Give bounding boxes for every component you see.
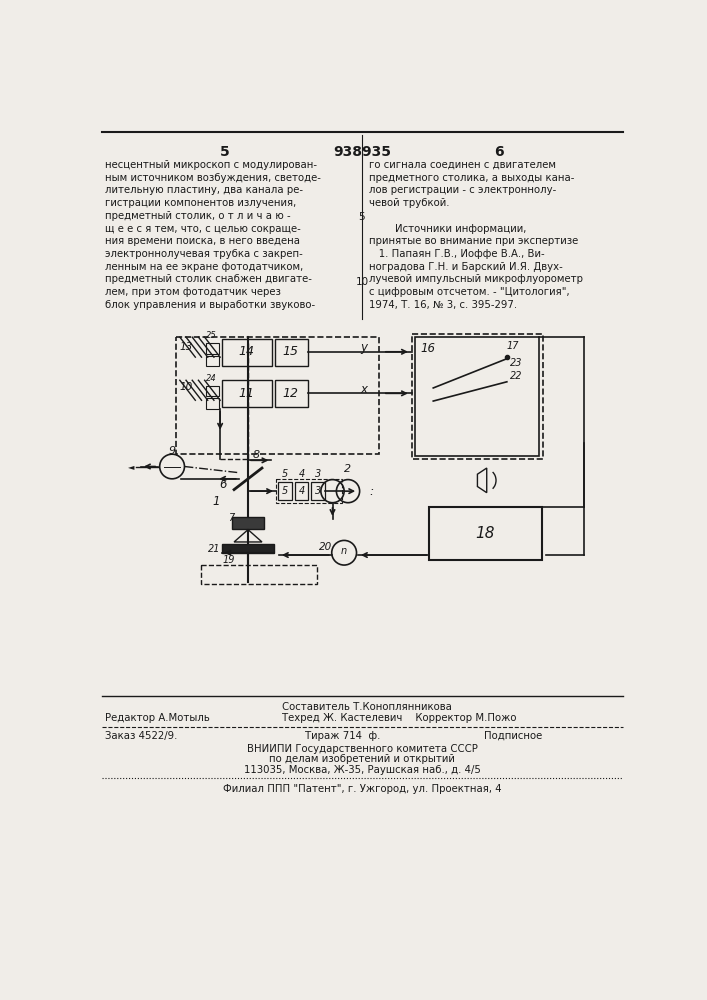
Text: 12: 12 — [283, 387, 298, 400]
Text: Подписное: Подписное — [484, 731, 542, 741]
Text: 19: 19 — [223, 555, 235, 565]
Text: электроннолучевая трубка с закреп-: электроннолучевая трубка с закреп- — [105, 249, 303, 259]
Bar — [206, 386, 218, 396]
Text: 9: 9 — [168, 446, 175, 456]
Text: Редактор А.Мотыль: Редактор А.Мотыль — [105, 713, 210, 723]
Text: ния времени поиска, в него введена: ния времени поиска, в него введена — [105, 236, 300, 246]
Text: 22: 22 — [510, 371, 522, 381]
Text: 6: 6 — [494, 145, 504, 159]
Text: 5: 5 — [282, 486, 288, 496]
Bar — [222, 380, 272, 407]
Bar — [275, 380, 308, 407]
Text: 20: 20 — [320, 542, 332, 552]
Bar — [311, 482, 325, 500]
Text: 23: 23 — [510, 358, 522, 368]
Text: 17: 17 — [507, 341, 520, 351]
Text: 8: 8 — [252, 450, 259, 460]
Text: 1: 1 — [213, 495, 220, 508]
Text: лов регистрации - с электроннолу-: лов регистрации - с электроннолу- — [369, 185, 556, 195]
Text: 5: 5 — [282, 469, 288, 479]
Text: 3: 3 — [315, 486, 321, 496]
Text: 113035, Москва, Ж-35, Раушская наб., д. 4/5: 113035, Москва, Ж-35, Раушская наб., д. … — [243, 765, 480, 775]
Bar — [429, 507, 542, 560]
Text: Филиал ППП "Патент", г. Ужгород, ул. Проектная, 4: Филиал ППП "Патент", г. Ужгород, ул. Про… — [223, 784, 501, 794]
Text: лительную пластину, два канала ре-: лительную пластину, два канала ре- — [105, 185, 303, 195]
Bar — [279, 482, 292, 500]
Text: го сигнала соединен с двигателем: го сигнала соединен с двигателем — [369, 160, 556, 170]
Text: 21: 21 — [208, 544, 220, 554]
Text: 14: 14 — [238, 345, 255, 358]
Text: 6: 6 — [219, 478, 226, 491]
Text: 24: 24 — [206, 374, 217, 383]
Text: 16: 16 — [420, 342, 435, 355]
Text: n: n — [341, 546, 347, 556]
Text: предметный столик, о т л и ч а ю -: предметный столик, о т л и ч а ю - — [105, 211, 291, 221]
Text: блок управления и выработки звуково-: блок управления и выработки звуково- — [105, 300, 315, 310]
Text: ленным на ее экране фотодатчиком,: ленным на ее экране фотодатчиком, — [105, 262, 304, 272]
Text: ◄: ◄ — [129, 462, 135, 471]
Bar — [206, 343, 218, 354]
Text: лучевой импульсный микрофлуорометр: лучевой импульсный микрофлуорометр — [369, 274, 583, 284]
Text: с цифровым отсчетом. - "Цитология",: с цифровым отсчетом. - "Цитология", — [369, 287, 570, 297]
Text: по делам изобретений и открытий: по делам изобретений и открытий — [269, 754, 455, 764]
Bar — [232, 517, 264, 529]
Text: щ е е с я тем, что, с целью сокраще-: щ е е с я тем, что, с целью сокраще- — [105, 224, 301, 234]
Text: Составитель Т.Коноплянникова: Составитель Т.Коноплянникова — [282, 702, 452, 712]
Text: y: y — [360, 341, 367, 354]
Text: ным источником возбуждения, светоде-: ным источником возбуждения, светоде- — [105, 173, 321, 183]
Bar — [275, 339, 308, 366]
Text: 2: 2 — [344, 464, 351, 474]
Text: предметный столик снабжен двигате-: предметный столик снабжен двигате- — [105, 274, 312, 284]
Text: ВНИИПИ Государственного комитета СССР: ВНИИПИ Государственного комитета СССР — [247, 744, 477, 754]
Text: 10: 10 — [179, 382, 192, 392]
Text: Тираж 714  ф.: Тираж 714 ф. — [305, 731, 381, 741]
Text: ноградова Г.Н. и Барский И.Я. Двух-: ноградова Г.Н. и Барский И.Я. Двух- — [369, 262, 563, 272]
Text: 7: 7 — [228, 513, 234, 523]
Text: 11: 11 — [238, 387, 255, 400]
Bar — [276, 479, 341, 503]
Text: чевой трубкой.: чевой трубкой. — [369, 198, 450, 208]
Text: 5: 5 — [220, 145, 230, 159]
Text: Техред Ж. Кастелевич    Корректор М.Пожо: Техред Ж. Кастелевич Корректор М.Пожо — [282, 713, 517, 723]
Text: лем, при этом фотодатчик через: лем, при этом фотодатчик через — [105, 287, 281, 297]
Text: гистрации компонентов излучения,: гистрации компонентов излучения, — [105, 198, 297, 208]
Text: 3: 3 — [315, 469, 321, 479]
Text: 18: 18 — [475, 526, 495, 541]
Text: x: x — [360, 383, 367, 396]
Text: Источники информации,: Источники информации, — [369, 224, 526, 234]
Text: 5: 5 — [358, 212, 366, 222]
Text: 10: 10 — [356, 277, 368, 287]
Text: 938935: 938935 — [333, 145, 391, 159]
Text: принятые во внимание при экспертизе: принятые во внимание при экспертизе — [369, 236, 578, 246]
Text: 25: 25 — [206, 331, 217, 340]
Bar — [176, 337, 379, 454]
Bar — [222, 544, 274, 553]
Bar — [222, 339, 272, 366]
Text: :: : — [369, 485, 373, 498]
Bar — [201, 565, 317, 584]
Bar — [295, 482, 308, 500]
Bar — [206, 398, 218, 409]
Bar — [206, 356, 218, 366]
Text: Заказ 4522/9.: Заказ 4522/9. — [105, 731, 177, 741]
Text: 4: 4 — [298, 469, 305, 479]
Text: 4: 4 — [298, 486, 305, 496]
Bar — [412, 334, 542, 459]
Text: 1974, Т. 16, № 3, с. 395-297.: 1974, Т. 16, № 3, с. 395-297. — [369, 300, 517, 310]
Text: предметного столика, а выходы кана-: предметного столика, а выходы кана- — [369, 173, 574, 183]
Bar — [416, 337, 539, 456]
Text: 13: 13 — [179, 342, 192, 352]
Text: 1. Папаян Г.В., Иоффе В.А., Ви-: 1. Папаян Г.В., Иоффе В.А., Ви- — [369, 249, 544, 259]
Text: несцентный микроскоп с модулирован-: несцентный микроскоп с модулирован- — [105, 160, 317, 170]
Text: 15: 15 — [283, 345, 298, 358]
